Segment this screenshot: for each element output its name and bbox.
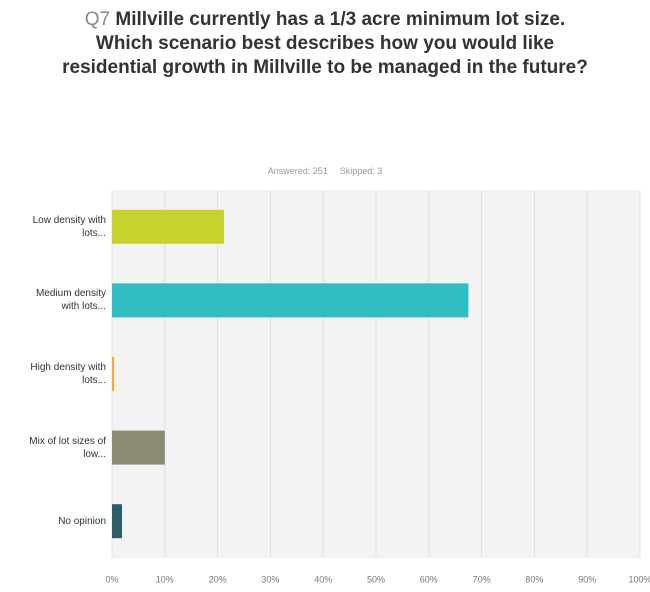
x-tick-label: 90% <box>578 574 596 584</box>
bar <box>112 357 115 391</box>
skipped: Skipped: 3 <box>339 166 383 176</box>
x-tick-label: 70% <box>473 574 491 584</box>
x-tick-label: 40% <box>314 574 332 584</box>
question-number: Q7 <box>84 9 111 30</box>
bar <box>112 504 123 539</box>
y-tick-label: High density with lots... <box>30 362 106 386</box>
bar <box>112 430 165 465</box>
chart-title: Millville currently has a 1/3 acre minim… <box>62 9 588 78</box>
x-tick-label: 60% <box>420 574 438 584</box>
x-tick-label: 0% <box>105 574 118 584</box>
y-tick-label: Mix of lot sizes of low... <box>29 435 106 460</box>
x-tick-label: 20% <box>209 574 227 584</box>
answered: Answered: 251 <box>267 166 328 176</box>
y-tick-label: Medium density with lots... <box>35 288 106 313</box>
bar <box>112 209 224 244</box>
bar <box>112 283 469 318</box>
y-tick-label: Low density with lots... <box>32 214 106 239</box>
chart-title-block: Q7 Millville currently has a 1/3 acre mi… <box>60 8 590 80</box>
x-tick-label: 30% <box>261 574 279 584</box>
x-tick-label: 50% <box>367 574 385 584</box>
subtitle: Answered: 251 Skipped: 3 <box>0 166 650 176</box>
x-tick-label: 10% <box>156 574 174 584</box>
y-tick-label: No opinion <box>58 515 106 527</box>
x-tick-label: 100% <box>628 574 650 584</box>
x-tick-label: 80% <box>525 574 543 584</box>
